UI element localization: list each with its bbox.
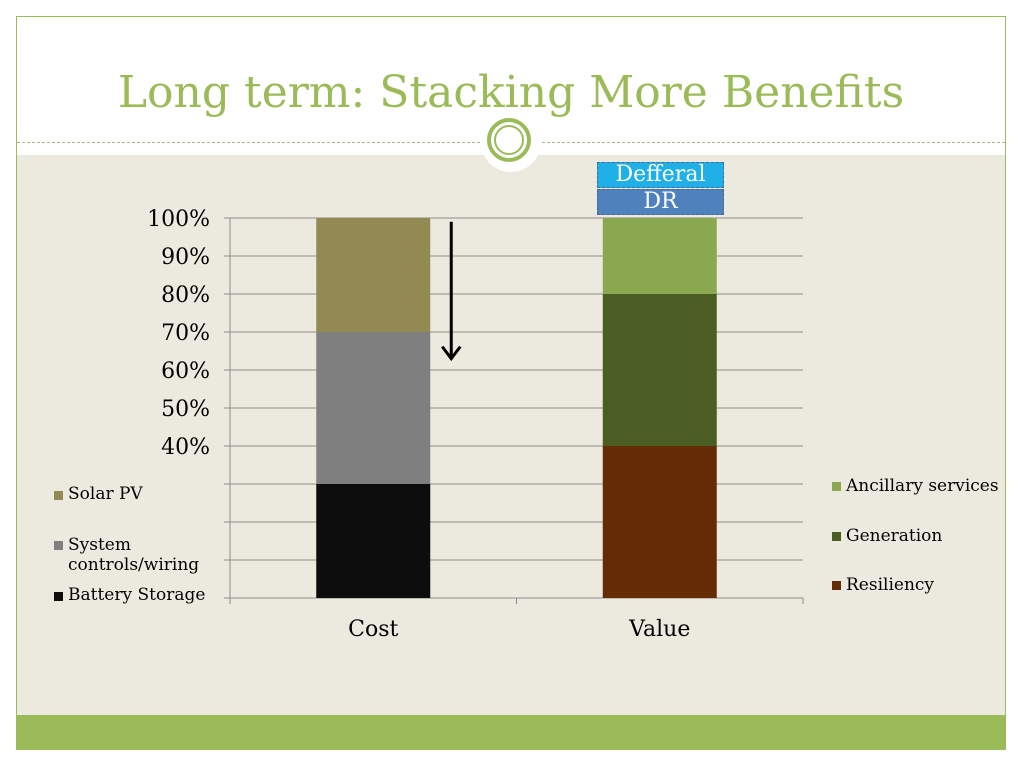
bar-value-generation	[602, 294, 717, 446]
bar-cost-solar-pv	[316, 218, 431, 332]
footer-bar	[17, 715, 1005, 749]
bar-cost-battery-storage	[316, 484, 431, 598]
y-tick-label: 60%	[161, 359, 210, 384]
legend-swatch-ancillary-services	[832, 482, 841, 491]
legend-swatch-battery-storage	[54, 592, 63, 601]
y-tick-label: 50%	[161, 397, 210, 422]
ornament-inner-ring	[494, 125, 524, 155]
y-tick-label: 90%	[161, 245, 210, 270]
content-area	[17, 155, 1005, 715]
legend-generation: Generation	[846, 526, 943, 546]
defferal-label: Defferal	[597, 162, 724, 188]
y-tick-label: 70%	[161, 321, 210, 346]
legend-swatch-resiliency	[832, 581, 841, 590]
legend-swatch-generation	[832, 532, 841, 541]
category-label-value: Value	[628, 617, 690, 642]
dr-label: DR	[597, 189, 724, 215]
category-label-cost: Cost	[348, 617, 398, 642]
y-tick-label: 100%	[147, 207, 210, 232]
arrow-head	[441, 345, 462, 362]
y-tick-label: 40%	[161, 435, 210, 460]
slide-title: Long term: Stacking More Benefits	[117, 67, 905, 118]
bar-value-resiliency	[602, 446, 717, 598]
bar-value-ancillary-services	[602, 218, 717, 294]
legend-swatch-system-controls	[54, 541, 63, 550]
y-tick-label: 80%	[161, 283, 210, 308]
bar-cost-system-controls-wiring	[316, 332, 431, 484]
legend-swatch-solar-pv	[54, 491, 63, 500]
legend-battery-storage: Battery Storage	[68, 585, 206, 605]
legend-resiliency: Resiliency	[846, 575, 935, 595]
legend-system-controls: System controls/wiring	[68, 535, 200, 575]
legend-ancillary-services: Ancillary services	[846, 476, 999, 496]
legend-solar-pv: Solar PV	[68, 484, 143, 504]
